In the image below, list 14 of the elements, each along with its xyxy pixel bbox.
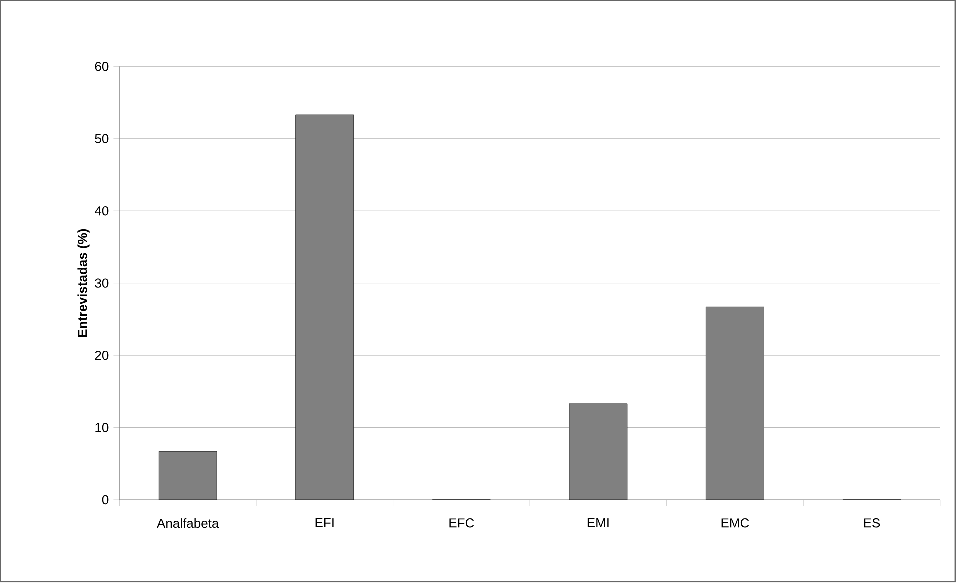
y-tick-label: 60: [95, 62, 109, 72]
y-tick-label: 0: [102, 496, 109, 505]
x-tick-label: ES: [864, 518, 880, 528]
x-tick-label: EFC: [450, 518, 474, 528]
y-tick-label: 10: [96, 423, 109, 433]
x-tick-label: EMC: [722, 518, 750, 528]
y-tick-label: 20: [95, 351, 109, 360]
x-tick-label: EMI: [588, 518, 609, 528]
y-tick-label: 30: [95, 278, 109, 288]
x-tick-label: EFI: [316, 518, 334, 528]
x-tick-label: Analfabeta: [157, 518, 220, 528]
y-tick-label: 40: [94, 206, 109, 216]
y-axis-title: Entrevistadas (%): [78, 230, 90, 338]
y-tick-label: 50: [95, 134, 109, 144]
